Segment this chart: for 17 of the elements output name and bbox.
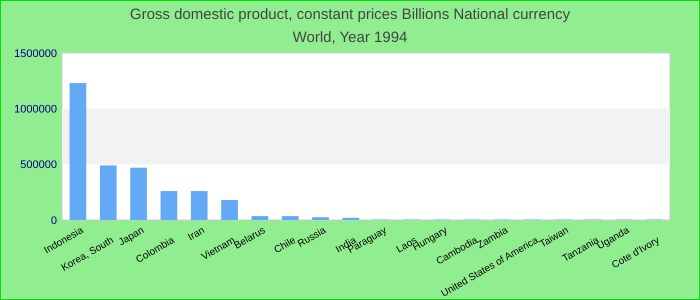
- bar: [160, 191, 178, 220]
- bar: [282, 216, 299, 220]
- y-tick-label: 1000000: [14, 104, 57, 116]
- bar: [221, 200, 238, 220]
- chart-title: Gross domestic product, constant prices Billions National currency: [130, 6, 571, 23]
- bar: [312, 217, 329, 220]
- bar: [190, 191, 208, 220]
- y-tick-label: 1500000: [14, 48, 57, 60]
- x-tick-label: Iran: [186, 225, 207, 244]
- bar: [70, 83, 86, 220]
- x-tick-label: Chile: [272, 234, 298, 256]
- bar: [130, 168, 147, 220]
- chart-subtitle: World, Year 1994: [292, 29, 408, 46]
- y-tick-label: 0: [50, 214, 57, 227]
- bar: [252, 216, 268, 220]
- y-tick-label: 500000: [20, 159, 57, 172]
- bar: [100, 165, 117, 220]
